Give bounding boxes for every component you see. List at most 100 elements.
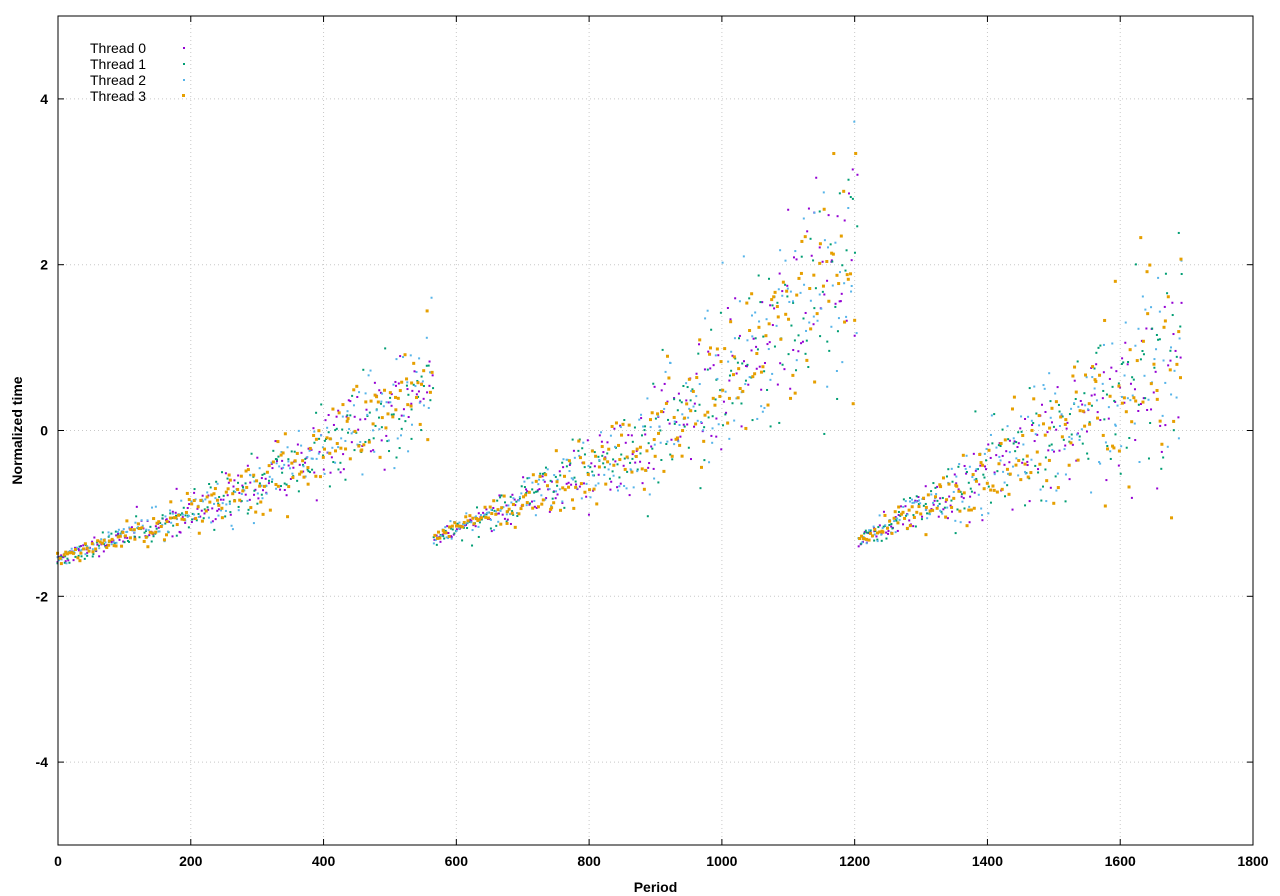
point-2-2 [1102,343,1105,346]
point-3-0 [416,381,420,385]
point-2-0 [140,519,143,522]
point-3-1 [612,463,616,467]
point-3-2 [892,516,896,520]
point-0-2 [1049,486,1052,489]
point-0-1 [845,319,848,322]
point-2-0 [133,531,136,534]
point-2-2 [1107,406,1110,409]
point-0-0 [77,547,80,550]
point-0-2 [1024,417,1027,420]
point-0-1 [722,400,725,403]
point-1-1 [818,210,821,213]
point-2-1 [659,441,662,444]
point-2-2 [1073,402,1076,405]
point-0-2 [948,495,951,498]
point-3-1 [563,488,567,492]
point-3-1 [572,506,576,510]
point-1-2 [880,539,883,542]
point-0-0 [289,477,292,480]
point-1-0 [181,512,184,515]
point-2-2 [894,531,897,534]
point-0-0 [373,381,376,384]
point-0-0 [335,415,338,418]
point-1-1 [787,353,790,356]
point-2-2 [1124,321,1127,324]
point-0-1 [541,475,544,478]
point-2-1 [489,518,492,521]
point-2-1 [466,521,469,524]
point-1-0 [297,490,300,493]
point-3-1 [631,450,635,454]
point-3-0 [205,495,209,499]
point-1-2 [1164,272,1167,275]
point-0-0 [117,532,120,535]
point-3-0 [322,447,326,451]
point-3-0 [125,519,129,523]
series-3 [56,151,1183,566]
point-3-0 [78,559,82,563]
point-0-2 [1142,397,1145,400]
point-3-0 [325,436,329,440]
point-3-2 [931,508,935,512]
point-1-2 [1171,314,1174,317]
point-0-1 [446,525,449,528]
point-0-0 [378,389,381,392]
point-0-1 [653,385,656,388]
point-2-0 [425,336,428,339]
point-1-1 [754,337,757,340]
point-3-0 [110,537,114,541]
point-3-2 [1081,409,1085,413]
point-1-2 [930,490,933,493]
point-0-0 [304,461,307,464]
point-3-0 [94,547,98,551]
point-2-1 [517,499,520,502]
point-1-0 [272,449,275,452]
point-3-0 [321,455,325,459]
point-2-0 [326,426,329,429]
point-3-0 [64,550,68,554]
point-2-1 [653,443,656,446]
point-0-2 [957,488,960,491]
point-3-2 [1168,368,1172,372]
point-2-1 [497,520,500,523]
point-3-1 [750,292,754,296]
point-1-0 [327,431,330,434]
point-3-1 [789,396,793,400]
point-0-1 [435,534,438,537]
point-3-1 [732,355,736,359]
point-1-1 [730,369,733,372]
point-2-2 [1006,425,1009,428]
point-0-0 [287,464,290,467]
point-0-0 [365,408,368,411]
point-0-1 [847,192,850,195]
point-3-2 [1050,406,1054,410]
point-2-2 [893,520,896,523]
point-1-1 [647,442,650,445]
point-3-1 [494,512,498,516]
point-1-1 [577,449,580,452]
point-0-1 [536,489,539,492]
point-0-2 [960,495,963,498]
point-0-0 [281,459,284,462]
point-2-0 [65,562,68,565]
point-1-1 [757,274,760,277]
point-3-1 [791,373,795,377]
point-0-1 [631,453,634,456]
point-2-1 [470,521,473,524]
point-1-0 [164,522,167,525]
point-3-0 [388,391,392,395]
point-2-2 [1161,414,1164,417]
point-3-1 [759,370,763,374]
point-0-2 [1019,427,1022,430]
point-3-1 [549,507,553,511]
point-1-2 [1081,442,1084,445]
point-3-2 [1067,463,1071,467]
point-3-1 [620,433,624,437]
point-2-1 [632,486,635,489]
point-2-0 [220,509,223,512]
point-3-2 [1166,295,1170,299]
point-2-1 [820,307,823,310]
point-1-1 [804,352,807,355]
point-3-2 [1014,463,1018,467]
